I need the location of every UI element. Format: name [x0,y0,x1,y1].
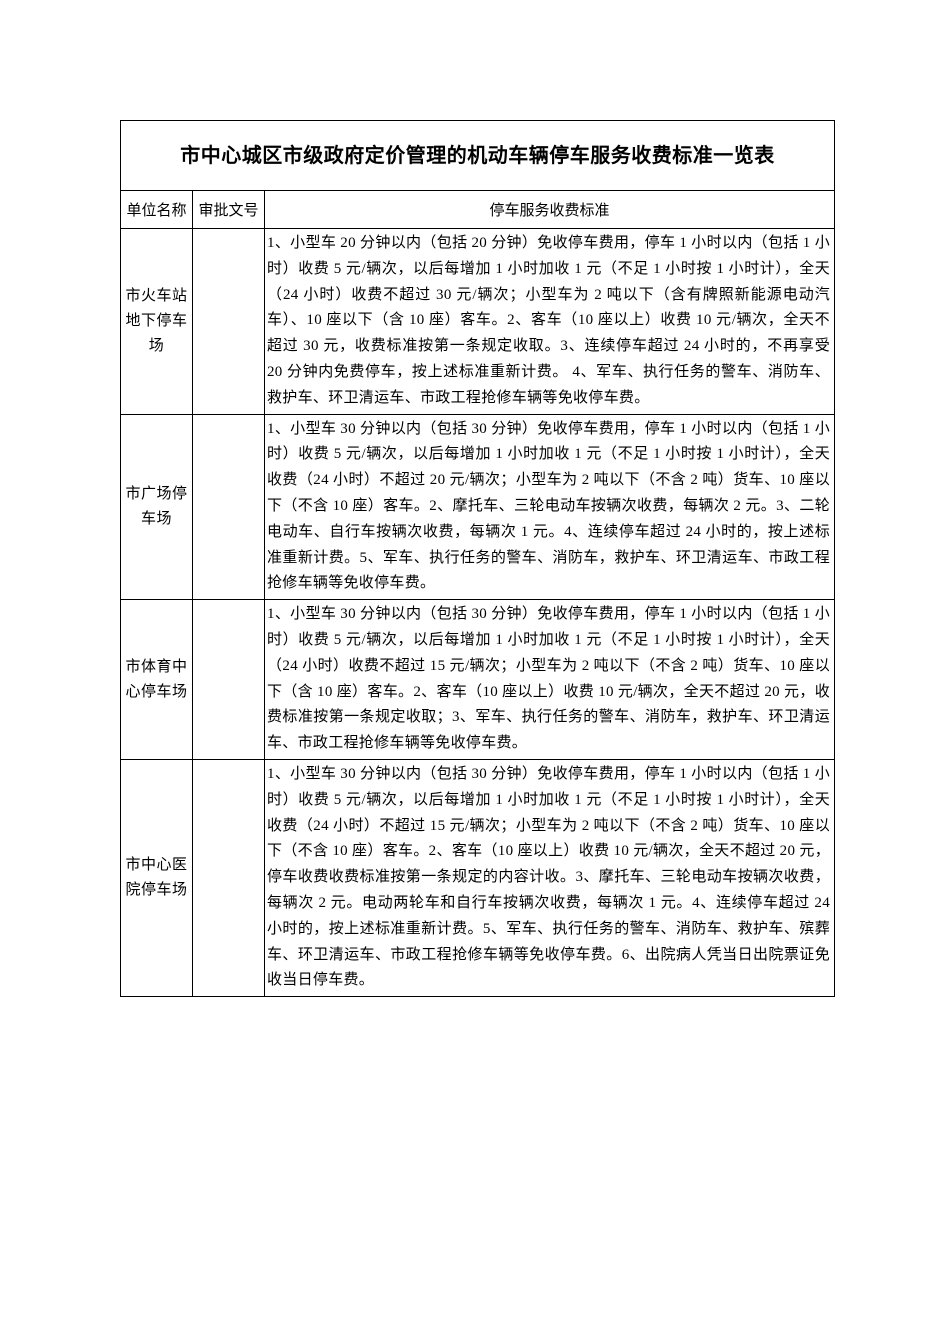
standard-cell: 1、小型车 30 分钟以内（包括 30 分钟）免收停车费用，停车 1 小时以内（… [265,600,835,760]
table-title: 市中心城区市级政府定价管理的机动车辆停车服务收费标准一览表 [121,121,835,191]
header-approval: 审批文号 [193,191,265,229]
table-row: 市广场停车场 1、小型车 30 分钟以内（包括 30 分钟）免收停车费用，停车 … [121,414,835,600]
standard-cell: 1、小型车 30 分钟以内（包括 30 分钟）免收停车费用，停车 1 小时以内（… [265,759,835,996]
table-row: 市火车站地下停车场 1、小型车 20 分钟以内（包括 20 分钟）免收停车费用，… [121,229,835,415]
unit-name-cell: 市广场停车场 [121,414,193,600]
approval-cell [193,759,265,996]
approval-cell [193,600,265,760]
header-unit: 单位名称 [121,191,193,229]
approval-cell [193,414,265,600]
table-row: 市体育中心停车场 1、小型车 30 分钟以内（包括 30 分钟）免收停车费用，停… [121,600,835,760]
standard-cell: 1、小型车 30 分钟以内（包括 30 分钟）免收停车费用，停车 1 小时以内（… [265,414,835,600]
unit-name-cell: 市火车站地下停车场 [121,229,193,415]
title-row: 市中心城区市级政府定价管理的机动车辆停车服务收费标准一览表 [121,121,835,191]
table-row: 市中心医院停车场 1、小型车 30 分钟以内（包括 30 分钟）免收停车费用，停… [121,759,835,996]
header-row: 单位名称 审批文号 停车服务收费标准 [121,191,835,229]
unit-name-cell: 市中心医院停车场 [121,759,193,996]
unit-name-cell: 市体育中心停车场 [121,600,193,760]
standard-cell: 1、小型车 20 分钟以内（包括 20 分钟）免收停车费用，停车 1 小时以内（… [265,229,835,415]
header-standard: 停车服务收费标准 [265,191,835,229]
fee-standard-table: 市中心城区市级政府定价管理的机动车辆停车服务收费标准一览表 单位名称 审批文号 … [120,120,835,997]
approval-cell [193,229,265,415]
